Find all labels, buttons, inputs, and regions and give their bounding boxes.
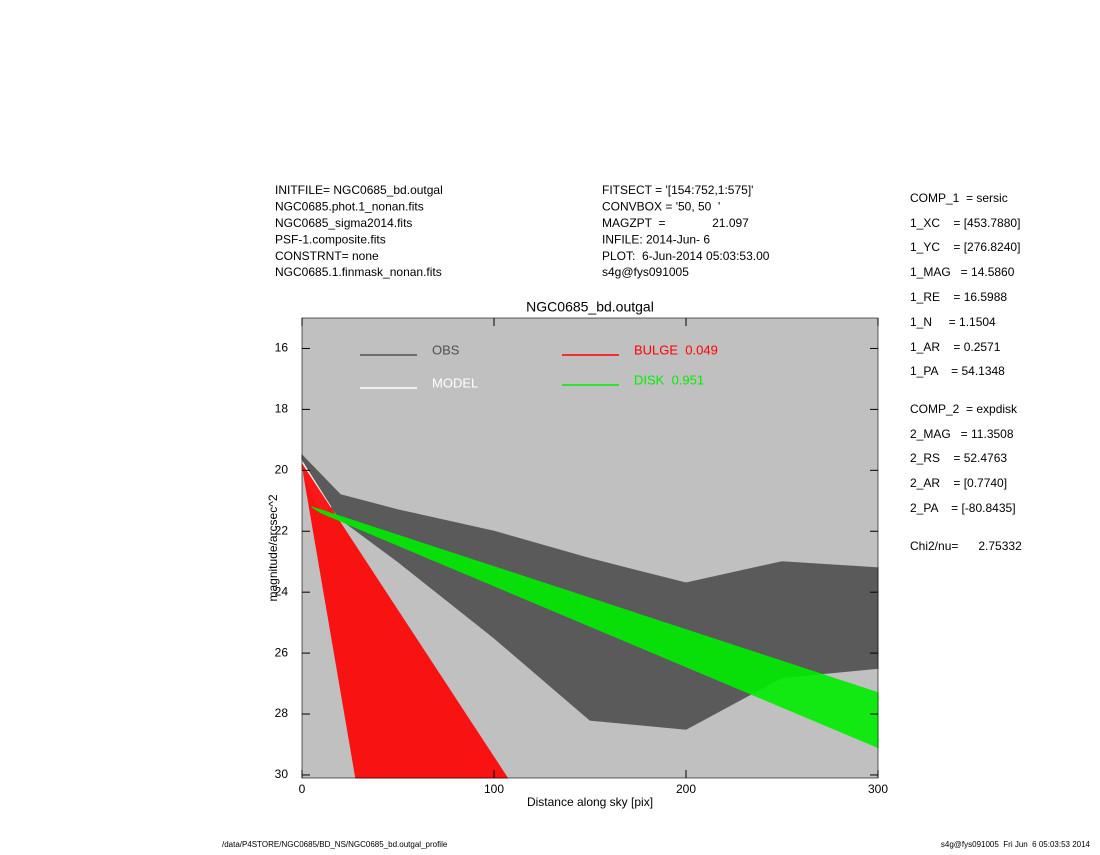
parameter-text: 1_PA = 54.1348 xyxy=(910,364,1005,378)
chart-title: NGC0685_bd.outgal xyxy=(526,299,654,315)
header-text: NGC0685_sigma2014.fits xyxy=(275,216,412,230)
parameter-text: 1_N = 1.1504 xyxy=(910,315,996,329)
parameter-text: 1_MAG = 14.5860 xyxy=(910,265,1015,279)
header-text: MAGZPT = 21.097 xyxy=(602,216,749,230)
header-text: PLOT: 6-Jun-2014 05:03:53.00 xyxy=(602,249,770,263)
parameter-text: 2_AR = [0.7740] xyxy=(910,476,1007,490)
x-tick-label: 300 xyxy=(868,782,888,796)
x-tick-label: 200 xyxy=(676,782,696,796)
header-text: CONVBOX = '50, 50 ' xyxy=(602,200,720,214)
legend-label: DISK 0.951 xyxy=(634,372,704,387)
y-tick-label: 20 xyxy=(275,462,289,476)
header-text: NGC0685.1.finmask_nonan.fits xyxy=(275,265,442,279)
parameter-text: 2_PA = [-80.8435] xyxy=(910,501,1016,515)
x-tick-label: 0 xyxy=(299,782,306,796)
parameter-text: 2_MAG = 11.3508 xyxy=(910,427,1014,441)
parameter-text: 2_RS = 52.4763 xyxy=(910,451,1007,465)
parameter-text: 1_YC = [276.8240] xyxy=(910,240,1020,254)
header-text: CONSTRNT= none xyxy=(275,249,379,263)
legend-label: OBS xyxy=(432,342,460,357)
parameter-text: 1_RE = 16.5988 xyxy=(910,290,1007,304)
plot-frame xyxy=(301,317,879,779)
header-text: NGC0685.phot.1_nonan.fits xyxy=(275,200,424,214)
header-text: INFILE: 2014-Jun- 6 xyxy=(602,232,710,246)
parameter-text: Chi2/nu= 2.75332 xyxy=(910,539,1022,553)
header-text: INITFILE= NGC0685_bd.outgal xyxy=(275,183,443,197)
footer-left: /data/P4STORE/NGC0685/BD_NS/NGC0685_bd.o… xyxy=(222,840,448,849)
legend-label: BULGE 0.049 xyxy=(634,342,718,357)
footer-right: s4g@fys091005 Fri Jun 6 05:03:53 2014 xyxy=(941,840,1091,849)
y-tick-label: 24 xyxy=(275,584,289,598)
y-axis-label: magnitude/arcsec^2 xyxy=(266,494,280,601)
header-text: FITSECT = '[154:752,1:575]' xyxy=(602,183,753,197)
parameter-text: 1_XC = [453.7880] xyxy=(910,216,1020,230)
header-text: PSF-1.composite.fits xyxy=(275,232,386,246)
x-axis-label: Distance along sky [pix] xyxy=(527,795,653,809)
parameter-text: COMP_1 = sersic xyxy=(910,191,1008,205)
y-tick-label: 26 xyxy=(275,645,289,659)
parameter-text: COMP_2 = expdisk xyxy=(910,402,1018,416)
y-tick-label: 28 xyxy=(275,706,289,720)
legend-label: MODEL xyxy=(432,375,478,390)
parameter-text: 1_AR = 0.2571 xyxy=(910,340,1001,354)
y-tick-label: 18 xyxy=(275,402,289,416)
y-tick-label: 30 xyxy=(275,767,289,781)
y-tick-label: 16 xyxy=(275,341,289,355)
x-tick-label: 100 xyxy=(484,782,504,796)
header-text: s4g@fys091005 xyxy=(602,265,689,279)
y-tick-label: 22 xyxy=(275,523,289,537)
